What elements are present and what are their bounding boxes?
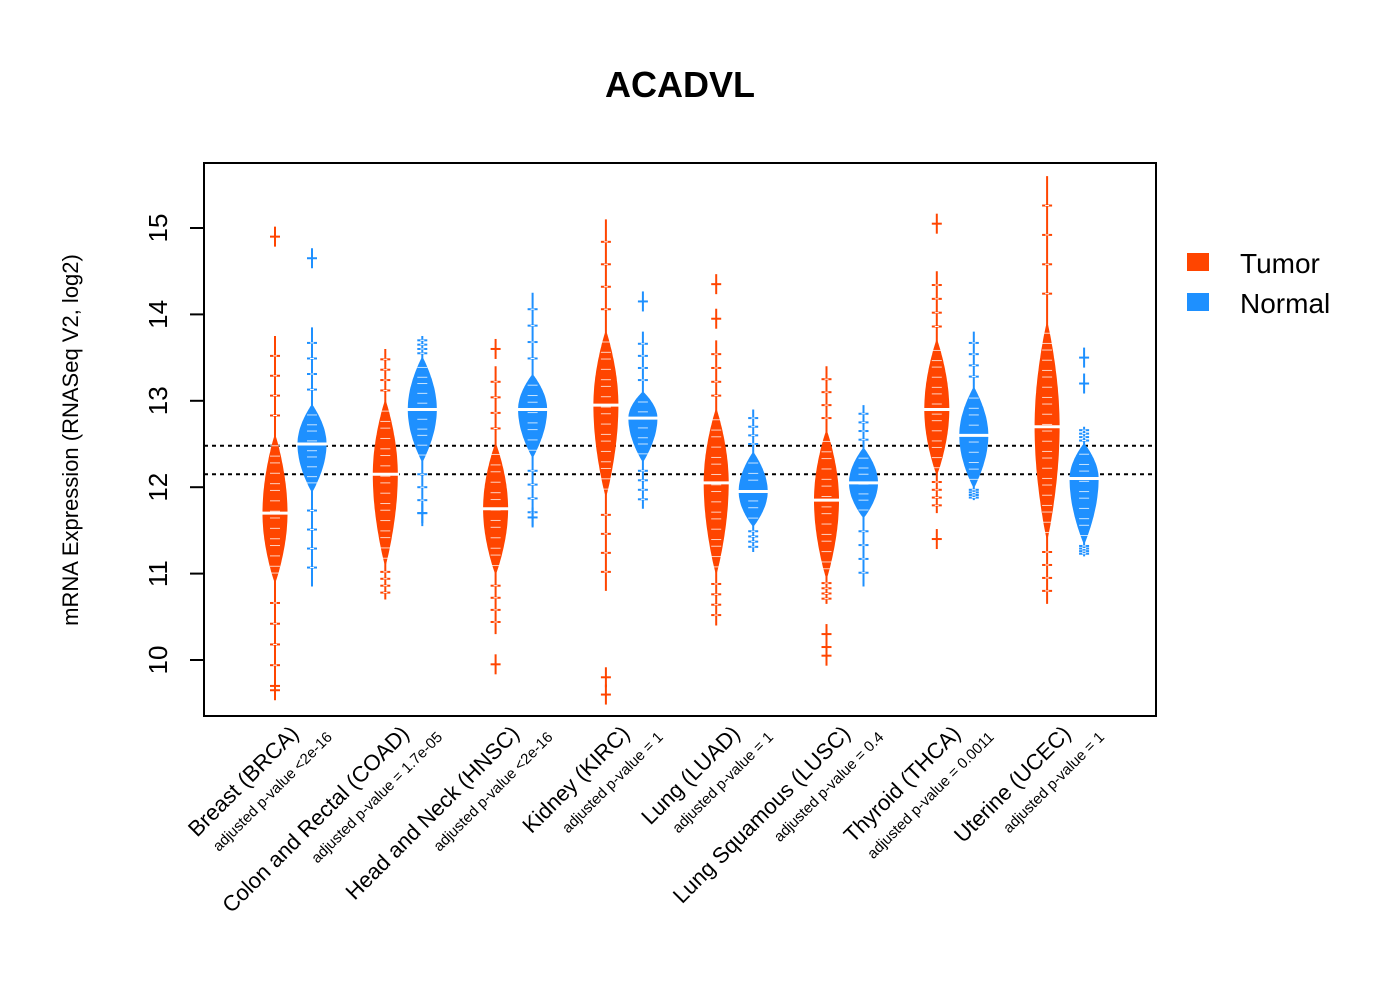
legend-label-normal: Normal (1240, 288, 1330, 319)
normal-violin (516, 292, 549, 528)
normal-violin (737, 409, 770, 552)
normal-violin (1068, 347, 1101, 557)
y-axis-label: mRNA Expression (RNASeq V2, log2) (58, 254, 83, 626)
normal-violin (296, 248, 328, 587)
normal-violin (406, 336, 439, 527)
chart-title: ACADVL (605, 64, 755, 105)
tumor-violin (371, 348, 400, 600)
tumor-violin (481, 338, 510, 675)
x-axis-labels: Breast (BRCA)adjusted p-value <2e-16Colo… (183, 721, 1108, 918)
tumor-violin (591, 219, 620, 705)
y-tick-label: 12 (143, 473, 173, 502)
legend: Tumor Normal (1187, 248, 1330, 319)
y-tick-label: 15 (143, 214, 173, 243)
normal-violin (957, 331, 990, 501)
tumor-violin (812, 366, 841, 666)
violin-body (297, 404, 327, 493)
y-axis: 10 11 12 13 14 15 (143, 214, 204, 675)
tumor-violin (702, 274, 731, 626)
plot-area (204, 176, 1156, 705)
normal-violin (847, 405, 880, 587)
tumor-violin (922, 213, 951, 550)
tumor-violin (1033, 176, 1062, 604)
violin-body (738, 451, 768, 527)
violin-body (262, 433, 288, 584)
violin-body (1069, 443, 1099, 545)
legend-label-tumor: Tumor (1240, 248, 1320, 279)
normal-violin (626, 291, 659, 509)
violin-body (959, 386, 989, 489)
legend-swatch-tumor (1187, 253, 1209, 271)
violin-body (814, 429, 839, 580)
plot-frame (203, 162, 1157, 717)
y-tick-label: 13 (143, 386, 173, 415)
violin-body (628, 391, 658, 463)
violin-body (518, 374, 548, 458)
tumor-violin (261, 226, 289, 701)
y-tick-label: 10 (143, 646, 173, 675)
y-tick-label: 14 (143, 300, 173, 329)
legend-swatch-normal (1187, 293, 1209, 311)
y-tick-label: 11 (143, 560, 173, 587)
violin-body (924, 338, 950, 476)
